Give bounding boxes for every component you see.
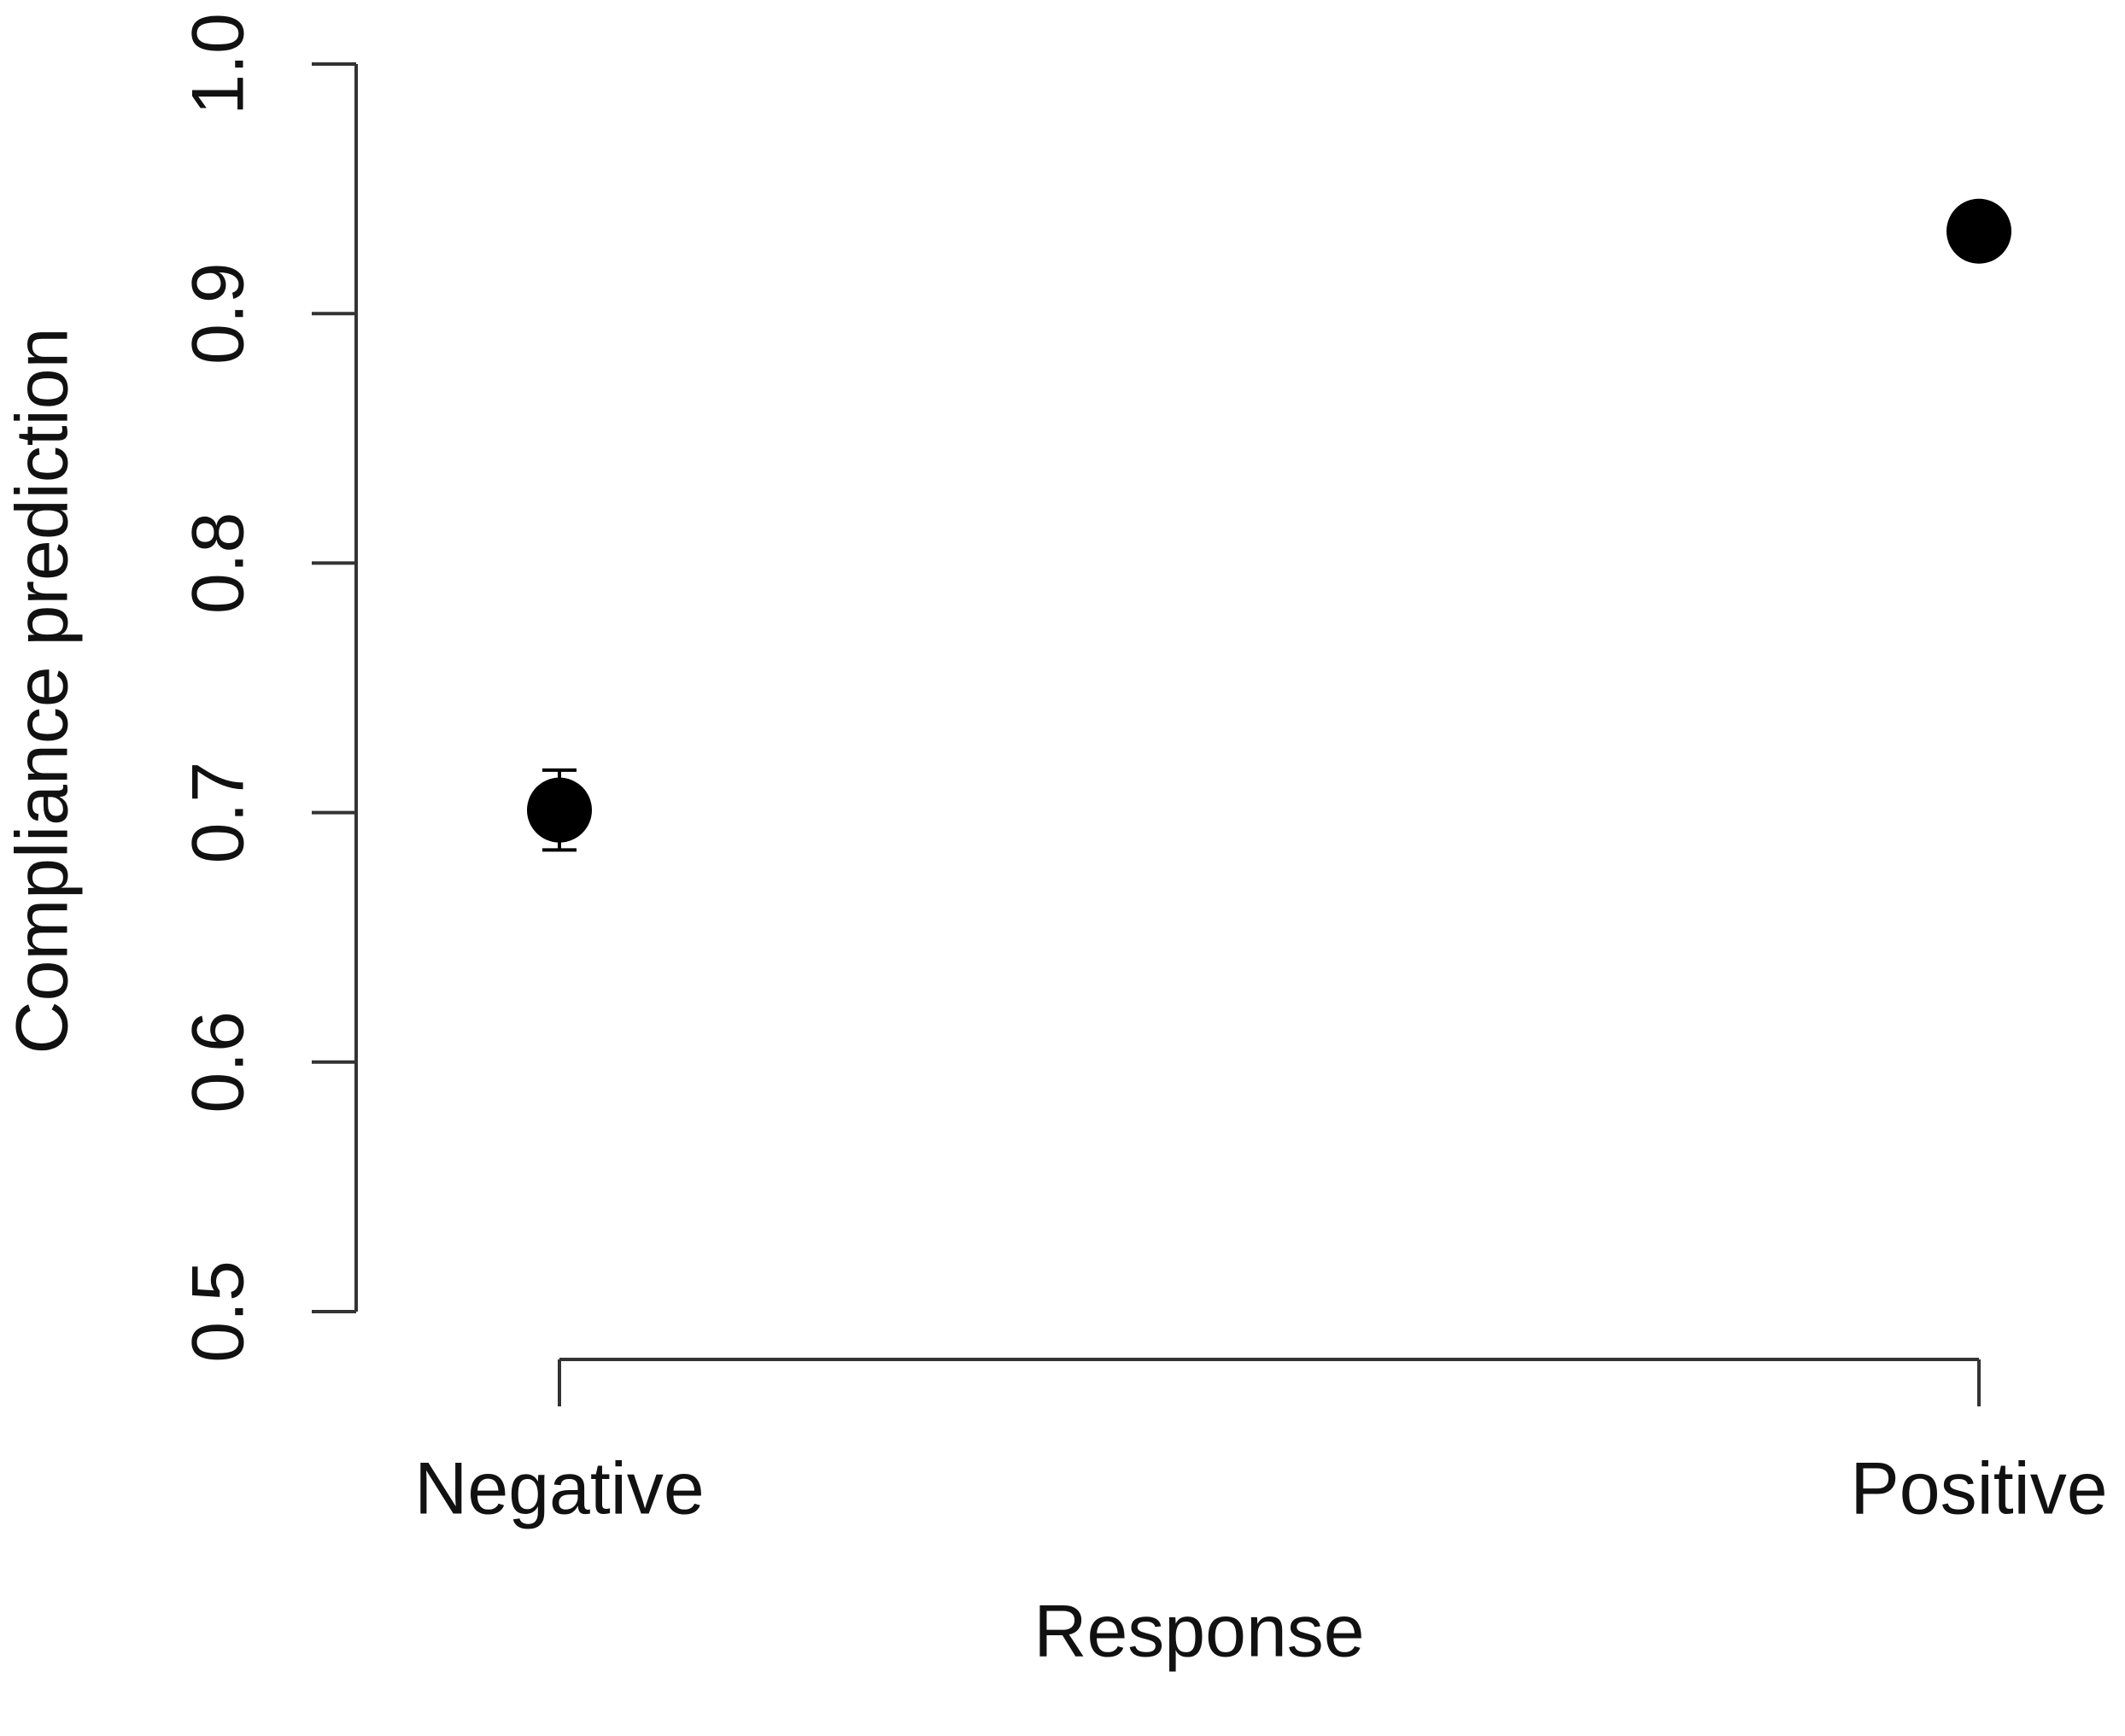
y-axis-title: Compliance prediction [2, 328, 84, 1055]
y-tick-label: 0.7 [178, 762, 260, 864]
point [1946, 198, 2011, 264]
point [527, 777, 592, 843]
y-tick-label: 0.6 [178, 1011, 260, 1113]
y-tick-label: 1.0 [178, 13, 260, 115]
x-tick-label: Positive [1850, 1448, 2107, 1530]
y-tick-label: 0.9 [178, 262, 260, 365]
y-tick-label: 0.5 [178, 1260, 260, 1363]
x-tick-label: Negative [414, 1448, 704, 1530]
x-axis-title: Response [1033, 1591, 1364, 1673]
y-tick-label: 0.8 [178, 512, 260, 615]
